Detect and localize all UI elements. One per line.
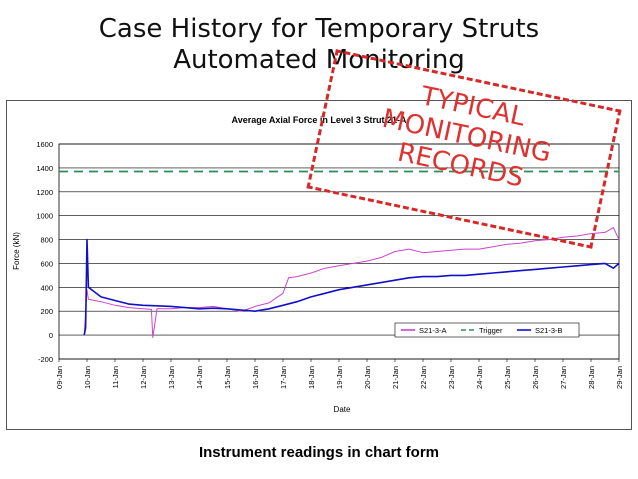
legend-label: Trigger (479, 326, 503, 335)
y-tick-label: 1400 (36, 164, 53, 173)
series-line-s21-3-b (83, 238, 620, 336)
y-tick-label: 200 (40, 307, 53, 316)
y-tick-label: 1200 (36, 188, 53, 197)
legend-label: S21-3-B (535, 326, 563, 335)
x-tick-label: 18-Jan (307, 366, 316, 389)
y-axis-label: Force (kN) (12, 232, 21, 270)
x-tick-label: 10-Jan (83, 366, 92, 389)
y-tick-label: 1000 (36, 212, 53, 221)
slide-title-line-2: Automated Monitoring (173, 45, 465, 75)
x-tick-label: 11-Jan (111, 366, 120, 388)
y-tick-label: 0 (49, 331, 53, 340)
x-tick-label: 24-Jan (475, 366, 484, 389)
x-tick-label: 29-Jan (615, 366, 624, 389)
x-tick-label: 14-Jan (195, 366, 204, 389)
x-tick-label: 12-Jan (139, 366, 148, 389)
chart-panel: Average Axial Force in Level 3 Strut 21-… (6, 100, 632, 430)
legend-label: S21-3-A (419, 326, 447, 335)
slide-title: Case History for Temporary Struts Automa… (0, 14, 638, 76)
x-tick-label: 16-Jan (251, 366, 260, 389)
chart-title: Average Axial Force in Level 3 Strut 21-… (232, 115, 407, 125)
x-tick-label: 13-Jan (167, 366, 176, 389)
x-tick-label: 23-Jan (447, 366, 456, 389)
axial-force-chart: Average Axial Force in Level 3 Strut 21-… (12, 115, 624, 414)
x-tick-label: 09-Jan (55, 366, 64, 389)
y-tick-label: 800 (40, 236, 53, 245)
x-tick-label: 17-Jan (279, 366, 288, 389)
x-tick-label: 22-Jan (419, 366, 428, 389)
x-tick-label: 21-Jan (391, 366, 400, 389)
x-tick-label: 25-Jan (503, 366, 512, 389)
slide-title-line-1: Case History for Temporary Struts (98, 14, 540, 44)
x-axis-label: Date (334, 405, 351, 414)
x-tick-label: 20-Jan (363, 366, 372, 389)
x-tick-label: 28-Jan (587, 366, 596, 389)
y-tick-label: -200 (38, 355, 53, 364)
x-tick-label: 27-Jan (559, 366, 568, 389)
series-line-s21-3-a (83, 227, 620, 338)
y-tick-label: 400 (40, 283, 53, 292)
x-tick-label: 19-Jan (335, 366, 344, 389)
y-tick-label: 1600 (36, 140, 53, 149)
x-tick-label: 26-Jan (531, 366, 540, 389)
chart-caption: Instrument readings in chart form (198, 444, 440, 461)
x-tick-label: 15-Jan (223, 366, 232, 389)
y-tick-label: 600 (40, 259, 53, 268)
legend-box (394, 322, 580, 338)
